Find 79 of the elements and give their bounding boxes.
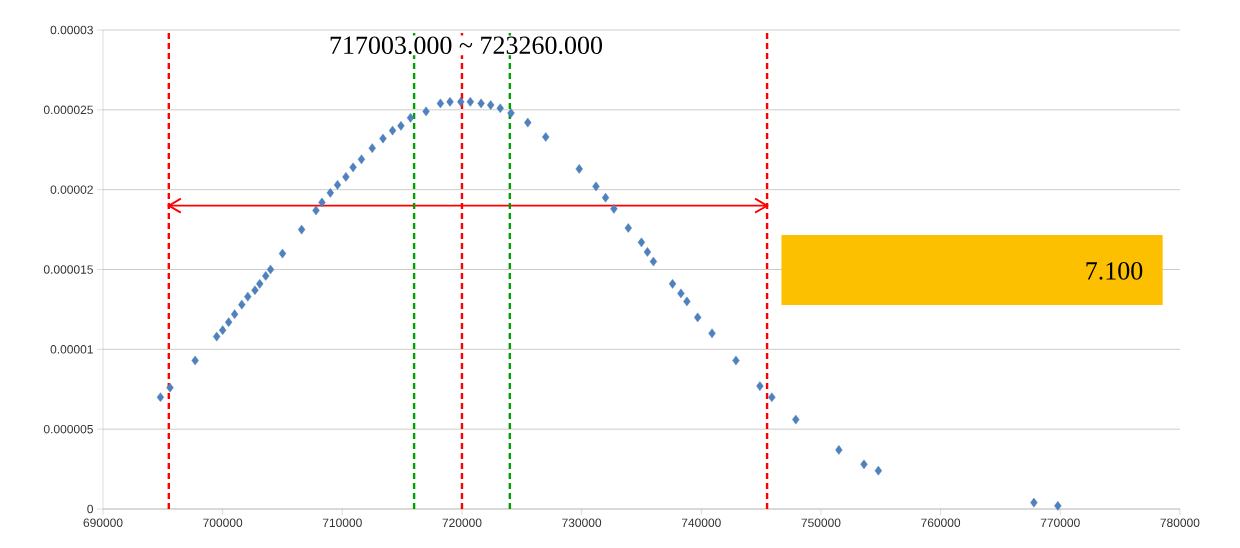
- point: [694, 312, 702, 323]
- point: [436, 98, 445, 109]
- y-tick-label: 0.000005: [43, 424, 93, 434]
- point: [835, 445, 843, 455]
- point: [166, 382, 174, 393]
- point: [637, 237, 646, 248]
- point: [219, 325, 227, 335]
- point: [683, 296, 691, 307]
- point: [238, 299, 246, 310]
- point: [244, 291, 252, 302]
- point: [466, 97, 474, 107]
- point: [624, 223, 632, 233]
- point: [542, 132, 550, 142]
- point: [592, 181, 600, 192]
- point: [422, 106, 430, 117]
- point: [278, 248, 287, 259]
- x-tick-label: 760000: [921, 518, 961, 528]
- point: [708, 328, 716, 339]
- point: [326, 188, 334, 198]
- point: [368, 143, 376, 153]
- annotation: 717003.000 ~ 723260.000: [330, 36, 603, 55]
- point: [768, 392, 776, 403]
- point: [446, 97, 454, 107]
- point: [575, 164, 583, 174]
- point: [357, 154, 366, 165]
- point: [457, 97, 465, 107]
- y-tick-label: 0.00001: [50, 345, 93, 354]
- point: [388, 125, 397, 136]
- point: [507, 108, 515, 118]
- point: [156, 392, 165, 403]
- point: [224, 317, 233, 327]
- y-tick-label: 0.00003: [50, 25, 93, 35]
- point: [349, 162, 357, 173]
- point: [1054, 501, 1062, 511]
- point: [677, 288, 685, 299]
- x-tick-label: 740000: [681, 518, 721, 528]
- y-tick-label: 0.000025: [43, 105, 93, 115]
- point: [213, 331, 221, 342]
- point: [487, 100, 495, 110]
- point: [477, 98, 485, 109]
- x-tick-label: 720000: [442, 518, 482, 528]
- y-tick-label: 0.000015: [43, 265, 93, 274]
- point: [860, 459, 868, 470]
- x-tick-label: 730000: [562, 518, 602, 528]
- point: [732, 355, 740, 366]
- point: [333, 180, 342, 190]
- point: [496, 103, 504, 114]
- point: [1030, 497, 1038, 508]
- point: [312, 205, 320, 216]
- point: [610, 204, 618, 214]
- point: [379, 133, 387, 144]
- point: [406, 113, 415, 123]
- point: [668, 279, 677, 289]
- point: [792, 414, 800, 425]
- point: [262, 271, 270, 281]
- point: [756, 381, 764, 391]
- point: [191, 355, 199, 366]
- point: [297, 224, 306, 235]
- x-tick-label: 750000: [801, 518, 841, 528]
- point: [230, 309, 239, 319]
- point: [266, 264, 275, 275]
- point: [874, 465, 882, 476]
- point: [397, 121, 405, 131]
- point: [524, 117, 532, 128]
- x-tick-label: 780000: [1160, 518, 1200, 528]
- point: [643, 247, 652, 257]
- point: [256, 279, 264, 289]
- annotation: 7.100: [1086, 262, 1143, 280]
- y-tick-label: 0.00002: [50, 185, 93, 194]
- point: [342, 172, 350, 182]
- y-tick-label: 0: [87, 504, 94, 514]
- x-tick-label: 710000: [322, 518, 362, 528]
- point: [318, 197, 326, 208]
- x-tick-label: 690000: [83, 518, 123, 528]
- point: [649, 256, 658, 267]
- x-tick-label: 700000: [203, 518, 243, 528]
- point: [251, 285, 259, 296]
- x-tick-label: 770000: [1040, 518, 1080, 528]
- point: [601, 192, 610, 203]
